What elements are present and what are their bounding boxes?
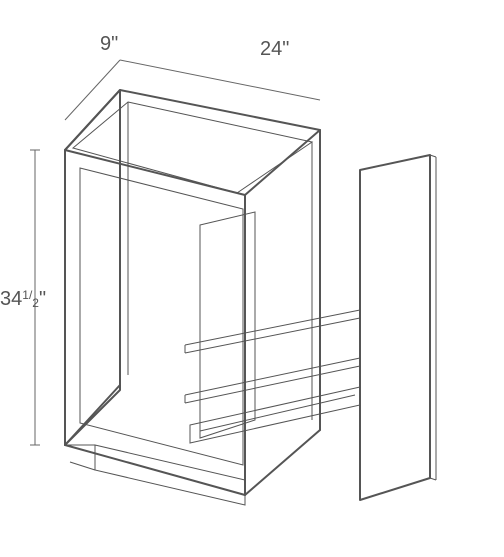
cabinet-top-rim <box>65 90 320 195</box>
cabinet-diagram: 9" 24" 341/2" <box>0 0 504 557</box>
pullout-door-panel <box>360 155 430 500</box>
pullout-rail-0 <box>185 310 360 345</box>
pullout-inner-panel <box>200 212 255 438</box>
pullout-tray <box>190 387 360 443</box>
dim-width-label: 9" <box>100 33 118 55</box>
dim-line-depth <box>120 60 320 100</box>
dim-line-width <box>65 60 120 120</box>
cabinet-face-opening <box>80 168 243 465</box>
pullout-rail-1 <box>185 358 360 395</box>
dim-height-label: 341/2" <box>0 288 46 310</box>
dim-depth-label: 24" <box>260 38 289 60</box>
cabinet-left-panel <box>65 90 120 445</box>
